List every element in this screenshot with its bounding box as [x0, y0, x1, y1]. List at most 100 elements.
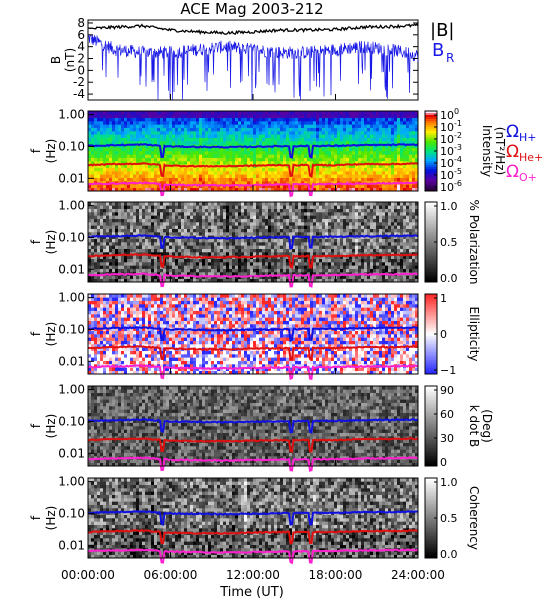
spectrogram-cell — [331, 131, 335, 135]
spectrogram-cell — [235, 147, 239, 152]
spectrogram-cell — [133, 275, 137, 279]
spectrogram-cell — [238, 117, 242, 122]
spectrogram-cell — [163, 114, 167, 118]
spectrogram-cell — [274, 262, 278, 266]
colorbar-tick-exponent: -2 — [454, 131, 462, 140]
spectrogram-cell — [319, 205, 323, 209]
spectrogram-cell — [295, 124, 299, 128]
spectrogram-cell — [289, 134, 293, 138]
spectrogram-cell — [175, 187, 179, 192]
spectrogram-cell — [343, 268, 347, 273]
spectrogram-cell — [148, 218, 152, 223]
spectrogram-cell — [103, 127, 107, 132]
spectrogram-cell — [127, 147, 131, 152]
spectrogram-cell — [271, 218, 275, 223]
spectrogram-cell — [322, 222, 326, 226]
spectrogram-cell — [298, 171, 302, 175]
spectrogram-cell — [145, 137, 149, 142]
spectrogram-cell — [250, 117, 254, 122]
spectrogram-cell — [103, 151, 107, 155]
spectrogram-cell — [238, 252, 242, 256]
spectrogram-cell — [286, 228, 290, 233]
spectrogram-cell — [277, 161, 281, 165]
spectrogram-cell — [385, 177, 389, 182]
spectrogram-cell — [94, 278, 98, 283]
spectrogram-cell — [400, 147, 404, 152]
spectrogram-cell — [268, 171, 272, 175]
spectrogram-cell — [100, 265, 104, 269]
spectrogram-cell — [118, 228, 122, 233]
spectrogram-cell — [172, 111, 176, 115]
spectrogram-cell — [298, 228, 302, 233]
spectrogram-cell — [103, 121, 107, 125]
spectrogram-cell — [304, 218, 308, 223]
spectrogram-cell — [361, 174, 365, 178]
spectrogram-cell — [214, 114, 218, 118]
spectrogram-cell — [349, 275, 353, 279]
spectrogram-cell — [328, 265, 332, 269]
spectrogram-cell — [289, 111, 293, 115]
spectrogram-cell — [283, 272, 287, 276]
spectrogram-cell — [133, 245, 137, 249]
spectrogram-cell — [244, 238, 248, 243]
spectrogram-cell — [202, 242, 206, 246]
spectrogram-cell — [409, 134, 413, 138]
legend-br: B — [432, 40, 444, 61]
spectrogram-cell — [160, 228, 164, 233]
spectrogram-cell — [328, 248, 332, 253]
spectrogram-cell — [88, 278, 92, 283]
spectrogram-cell — [409, 111, 413, 115]
spectrogram-cell — [304, 215, 308, 219]
spectrogram-cell — [115, 134, 119, 138]
spectrogram-cell — [238, 202, 242, 206]
spectrogram-cell — [289, 225, 293, 229]
spectrogram-cell — [214, 137, 218, 142]
spectrogram-cell — [355, 114, 359, 118]
spectrogram-cell — [247, 181, 251, 185]
colorbar-tick-label: 10 — [440, 133, 454, 146]
spectrogram-cell — [265, 147, 269, 152]
spectrogram-cell — [160, 202, 164, 206]
spectrogram-cell — [106, 202, 110, 206]
spectrogram-cell — [181, 141, 185, 145]
spectrogram-cell — [352, 265, 356, 269]
spectrogram-cell — [406, 151, 410, 155]
spectrogram-cell — [226, 147, 230, 152]
spectrogram-cell — [280, 124, 284, 128]
spectrogram-cell — [223, 187, 227, 192]
spectrogram-cell — [202, 222, 206, 226]
spectrogram-cell — [175, 117, 179, 122]
spectrogram-cell — [364, 124, 368, 128]
spectrogram-cell — [121, 184, 125, 188]
spectrogram-cell — [409, 164, 413, 168]
spectrogram-cell — [238, 124, 242, 128]
spectrogram-cell — [280, 157, 284, 162]
spectrogram-cell — [211, 212, 215, 216]
spectrogram-cell — [412, 177, 416, 182]
spectrogram-cell — [229, 248, 233, 253]
spectrogram-cell — [310, 252, 314, 256]
spectrogram-cell — [295, 252, 299, 256]
spectrogram-cell — [136, 154, 140, 158]
spectrogram-cell — [364, 275, 368, 279]
spectrogram-cell — [136, 255, 140, 259]
spectrogram-cell — [97, 147, 101, 152]
spectrogram-cell — [250, 147, 254, 152]
spectrogram-cell — [301, 242, 305, 246]
spectrogram-cell — [193, 215, 197, 219]
spectrogram-cell — [136, 275, 140, 279]
spectrogram-cell — [160, 222, 164, 226]
spectrogram-cell — [403, 187, 407, 192]
spectrogram-cell — [322, 225, 326, 229]
spectrogram-cell — [262, 127, 266, 132]
spectrogram-cell — [235, 212, 239, 216]
colorbar-swatch — [425, 173, 437, 176]
spectrogram-cell — [388, 141, 392, 145]
spectrogram-cell — [322, 141, 326, 145]
spectrogram-cell — [352, 255, 356, 259]
spectrogram-cell — [88, 141, 92, 145]
spectrogram-cell — [259, 255, 263, 259]
spectrogram-cell — [151, 258, 155, 263]
spectrogram-cell — [292, 137, 296, 142]
spectrogram-cell — [346, 208, 350, 213]
